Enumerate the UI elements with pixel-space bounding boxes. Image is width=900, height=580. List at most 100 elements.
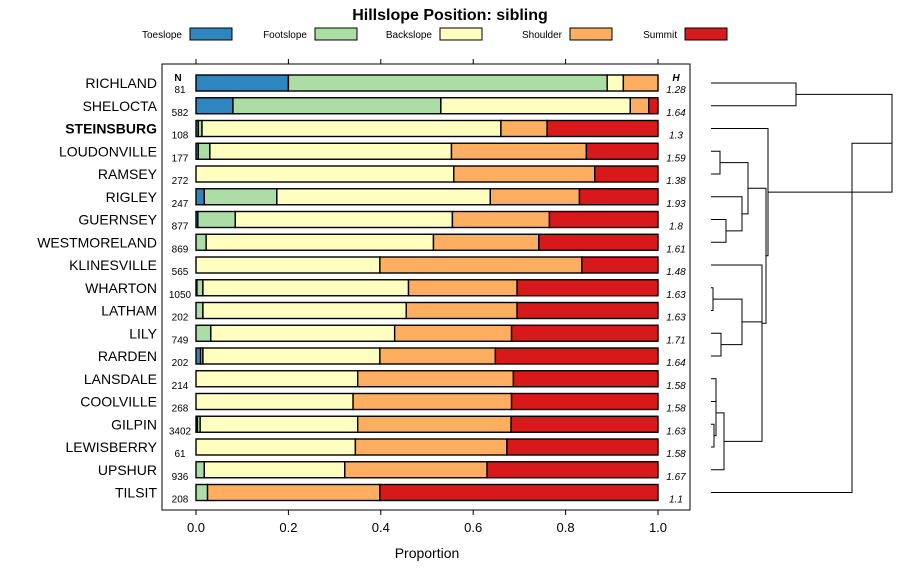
bar-segment-upshur-footslope (195, 461, 206, 479)
bar-segment-klinesville-backslope (195, 256, 381, 274)
n-header: N (174, 73, 181, 84)
h-value-richland: 1.28 (666, 85, 686, 96)
row-label-guernsey: GUERNSEY (78, 212, 157, 228)
row-label-lewisberry: LEWISBERRY (65, 439, 157, 455)
h-value-guernsey: 1.8 (669, 222, 683, 233)
legend-swatch-summit (684, 27, 728, 41)
bar-segment-rigley-shoulder (489, 188, 581, 206)
row-label-rigley: RIGLEY (106, 189, 158, 205)
bar-segment-rarden-backslope (202, 347, 381, 365)
row-label-tilsit: TILSIT (115, 485, 157, 501)
legend-item-footslope: Footslope (263, 27, 358, 41)
h-value-shelocta: 1.64 (666, 108, 686, 119)
bar-row-coolville (195, 392, 659, 411)
bar-segment-rigley-toeslope (195, 188, 206, 206)
bar-segment-ramsey-summit (594, 165, 659, 183)
bar-row-latham (195, 301, 659, 320)
bar-segment-steinsburg-backslope (201, 119, 502, 138)
bar-segment-gilpin-backslope (199, 415, 359, 433)
legend-label-shoulder: Shoulder (522, 30, 563, 41)
bar-segment-steinsburg-shoulder (500, 119, 548, 138)
row-label-latham: LATHAM (101, 303, 157, 319)
x-tick-label-1: 0.2 (279, 520, 297, 535)
h-value-lansdale: 1.58 (666, 381, 686, 392)
bar-segment-coolville-summit (510, 392, 659, 411)
h-value-upshur: 1.67 (666, 472, 686, 483)
bar-segment-richland-toeslope (195, 74, 290, 92)
n-value-guernsey: 877 (172, 222, 189, 233)
row-label-upshur: UPSHUR (98, 462, 157, 478)
n-value-lewisberry: 61 (174, 449, 186, 460)
bar-segment-westmoreland-backslope (205, 233, 435, 251)
bar-row-lily (195, 324, 659, 342)
bar-segment-rarden-summit (494, 347, 659, 365)
row-label-klinesville: KLINESVILLE (69, 257, 157, 273)
bar-segment-guernsey-shoulder (451, 210, 551, 229)
bar-segment-tilsit-shoulder (206, 483, 381, 502)
bar-row-shelocta (195, 97, 659, 115)
n-value-tilsit: 208 (172, 495, 189, 506)
row-label-richland: RICHLAND (85, 75, 157, 91)
bar-segment-latham-footslope (195, 301, 204, 320)
dendrogram-link-loudonville-ramsey (711, 150, 721, 175)
row-label-lily: LILY (129, 325, 157, 341)
bar-segment-steinsburg-summit (546, 119, 659, 138)
bar-segment-guernsey-backslope (234, 210, 454, 229)
legend-item-summit: Summit (643, 27, 728, 41)
h-value-latham: 1.63 (666, 313, 686, 324)
row-label-ramsey: RAMSEY (98, 166, 158, 182)
h-value-coolville: 1.58 (666, 404, 686, 415)
bar-row-westmoreland (195, 233, 659, 251)
bar-segment-shelocta-backslope (440, 97, 631, 115)
bar-segment-upshur-shoulder (344, 461, 488, 479)
n-value-shelocta: 582 (172, 108, 189, 119)
h-value-rigley: 1.93 (666, 199, 686, 210)
h-value-ramsey: 1.38 (666, 176, 686, 187)
bar-segment-rigley-backslope (276, 188, 491, 206)
legend-item-toeslope: Toeslope (142, 27, 233, 41)
bar-segment-coolville-shoulder (352, 392, 513, 411)
row-label-shelocta: SHELOCTA (83, 98, 158, 114)
bar-segment-richland-shoulder (622, 74, 659, 92)
n-value-rarden: 202 (172, 358, 189, 369)
bar-segment-lansdale-shoulder (357, 370, 515, 388)
bar-segment-guernsey-footslope (197, 210, 236, 229)
legend-item-backslope: Backslope (386, 27, 483, 41)
bar-segment-latham-shoulder (405, 301, 518, 320)
n-value-richland: 81 (174, 85, 186, 96)
bar-row-wharton (195, 279, 659, 297)
dendrogram-link-lansdale-coolville (711, 378, 717, 402)
bar-segment-coolville-backslope (195, 392, 354, 411)
dendrogram-link-guernsey-westmoreland (711, 219, 727, 243)
bar-segment-richland-backslope (606, 74, 625, 92)
bar-segment-latham-backslope (202, 301, 407, 320)
bar-segment-tilsit-summit (379, 483, 659, 502)
h-value-westmoreland: 1.61 (666, 244, 685, 255)
bar-segment-lansdale-summit (512, 370, 659, 388)
bar-segment-westmoreland-shoulder (432, 233, 540, 251)
bar-segment-shelocta-footslope (232, 97, 442, 115)
row-label-wharton: WHARTON (85, 280, 157, 296)
row-labels: RICHLAND 81 1.28 SHELOCTA 582 1.64 STEINSBURG 1… (37, 75, 686, 506)
row-label-lansdale: LANSDALE (84, 371, 157, 387)
bar-row-lewisberry (195, 438, 659, 456)
legend-swatch-toeslope (189, 27, 233, 41)
bar-segment-latham-summit (516, 301, 659, 320)
bar-segment-lily-shoulder (393, 324, 513, 342)
dendrogram-link-root-tilsit (711, 142, 892, 493)
bar-segment-richland-footslope (287, 74, 608, 92)
dendrogram-link-lansdale-upshur (711, 412, 725, 471)
x-tick-label-2: 0.4 (372, 520, 390, 535)
dendrogram-link-gilpin-lewisberry (711, 423, 715, 448)
bar-row-rarden (195, 347, 659, 365)
bar-segment-rigley-footslope (203, 188, 278, 206)
bar-segment-loudonville-footslope (197, 142, 211, 160)
legend: Toeslope Footslope Backslope Shoulder Summit (142, 27, 728, 41)
legend-label-toeslope: Toeslope (142, 30, 182, 41)
dendrogram-link-lansdale-lewisberry (714, 390, 717, 437)
n-value-latham: 202 (172, 313, 189, 324)
h-value-loudonville: 1.59 (666, 153, 686, 164)
bar-segment-rigley-summit (578, 188, 659, 206)
